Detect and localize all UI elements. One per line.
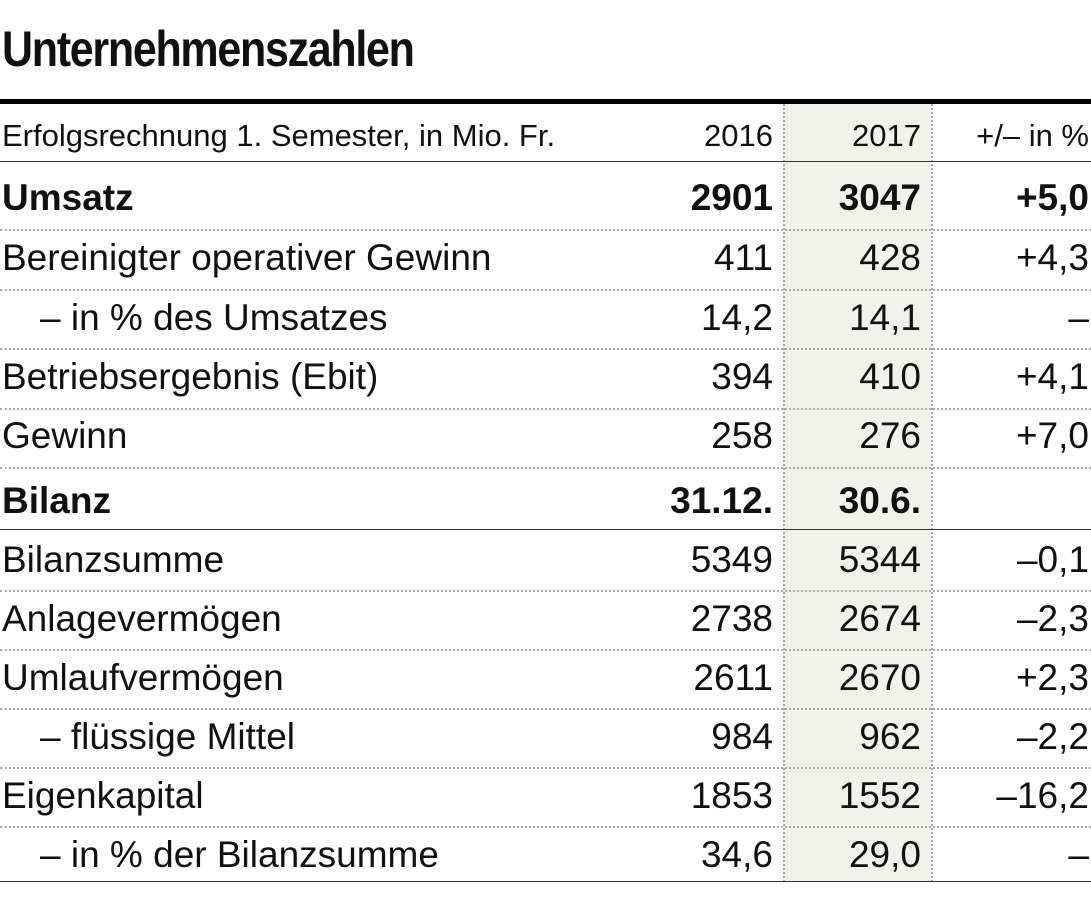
value-change: +5,0 [1015,177,1089,218]
value-2016: 1853 [690,775,773,816]
value-change: –0,1 [1016,539,1089,580]
row-label: – in % der Bilanzsumme [40,834,439,875]
value-change: –2,2 [1016,716,1089,757]
title-rule [0,99,1091,104]
value-2016: 258 [711,415,773,456]
row-label: Bilanz [2,480,111,521]
separator [0,161,1091,162]
value-2017: 276 [859,415,921,456]
separator [0,348,1091,350]
page-title: Unternehmenszahlen [2,21,415,77]
value-2017: 14,1 [848,297,921,338]
value-2016: 34,6 [700,834,773,875]
value-2016: 2901 [690,177,773,218]
header-2017: 2017 [852,118,921,153]
separator [0,408,1091,410]
separator [0,590,1091,592]
value-2017: 1552 [838,775,921,816]
value-2016: 411 [714,237,773,278]
row-label: Bilanzsumme [2,539,225,580]
value-2017: 3047 [838,177,921,218]
header-label: Erfolgsrechnung 1. Semester, in Mio. Fr. [2,118,556,153]
separator [0,826,1091,828]
value-change: –2,3 [1016,598,1089,639]
row-label: Eigenkapital [2,775,204,816]
value-2016: 14,2 [700,297,773,338]
row-label: – in % des Umsatzes [40,297,388,338]
row-label: – flüssige Mittel [40,716,295,757]
value-2017: 428 [859,237,921,278]
value-change: +7,0 [1015,415,1089,456]
value-2016: 984 [711,716,773,757]
bottom-rule [0,881,1091,882]
value-2017: 30.6. [838,480,921,521]
value-2016: 2611 [693,657,773,698]
separator [0,708,1091,710]
row-label: Umlaufvermögen [2,657,284,698]
value-2016: 2738 [690,598,773,639]
value-change: – [1068,834,1089,875]
value-2017: 2674 [838,598,921,639]
value-2017: 29,0 [848,834,921,875]
separator [0,767,1091,769]
column-divider [931,104,933,882]
value-2017: 5344 [838,539,921,580]
value-2017: 2670 [838,657,921,698]
separator [0,229,1091,231]
value-change: +2,3 [1015,657,1089,698]
separator [0,649,1091,651]
column-divider [783,104,785,882]
header-2016: 2016 [704,118,773,153]
highlight-column-2017 [783,104,931,882]
separator [0,467,1091,469]
separator [0,289,1091,291]
value-change: +4,1 [1015,356,1089,397]
value-2017: 962 [859,716,921,757]
value-2017: 410 [859,356,921,397]
header-change: +/– in % [976,118,1089,153]
row-label: Bereinigter operativer Gewinn [2,237,492,278]
row-label: Gewinn [2,415,128,456]
value-2016: 5349 [690,539,773,580]
value-change: –16,2 [996,775,1089,816]
value-2016: 394 [711,356,773,397]
row-label: Umsatz [2,177,134,218]
value-2016: 31.12. [670,480,773,521]
row-label: Anlagevermögen [2,598,282,639]
row-label: Betriebsergebnis (Ebit) [2,356,379,397]
value-change: +4,3 [1015,237,1089,278]
value-change: – [1068,297,1089,338]
separator [0,529,1091,530]
